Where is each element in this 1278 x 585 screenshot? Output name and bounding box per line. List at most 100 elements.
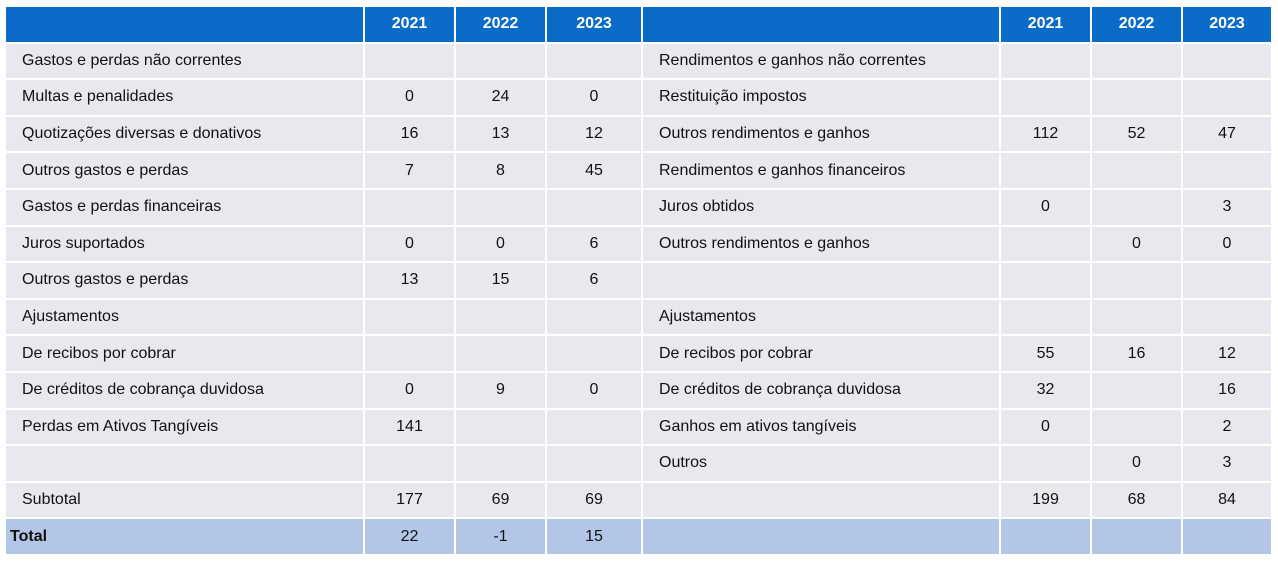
- expense-value: 13: [456, 116, 545, 152]
- header-year-cell: 2021: [365, 7, 454, 42]
- income-label: Outros rendimentos e ganhos: [643, 226, 999, 262]
- income-value: 2: [1183, 409, 1271, 445]
- expense-value: [547, 43, 641, 79]
- financial-table: 2021 2022 2023 2021 2022 2023 Gastos e p…: [4, 5, 1273, 556]
- expense-value: [456, 189, 545, 225]
- expense-label: Gastos e perdas financeiras: [6, 189, 363, 225]
- expense-label: Outros gastos e perdas: [6, 263, 363, 298]
- header-year-cell: 2023: [1183, 7, 1271, 42]
- expense-label: Quotizações diversas e donativos: [6, 116, 363, 152]
- income-value: [1183, 299, 1271, 335]
- income-value: [1001, 153, 1090, 188]
- income-value: [1183, 263, 1271, 298]
- income-value: 3: [1183, 189, 1271, 225]
- table-row: Gastos e perdas não correntes Rendimentos…: [6, 43, 1271, 79]
- income-value: [1183, 43, 1271, 79]
- expense-value: [365, 446, 454, 481]
- total-row: Total 22 -1 15: [6, 519, 1271, 554]
- header-right-label: [643, 7, 999, 42]
- table-row: De recibos por cobrar De recibos por cobr…: [6, 336, 1271, 371]
- table-row: Ajustamentos Ajustamentos: [6, 299, 1271, 335]
- income-value: 55: [1001, 336, 1090, 371]
- income-label: Ajustamentos: [643, 299, 999, 335]
- income-value: 3: [1183, 446, 1271, 481]
- income-value: [1092, 43, 1181, 79]
- income-label: Ganhos em ativos tangíveis: [643, 409, 999, 445]
- expense-value: [456, 43, 545, 79]
- income-value: 12: [1183, 336, 1271, 371]
- expense-label: Outros gastos e perdas: [6, 153, 363, 188]
- income-value: 0: [1001, 409, 1090, 445]
- empty-cell: [1092, 519, 1181, 554]
- expense-label: Gastos e perdas não correntes: [6, 43, 363, 79]
- expense-value: [365, 189, 454, 225]
- header-year-cell: 2022: [1092, 7, 1181, 42]
- income-value: [1001, 299, 1090, 335]
- expense-value: 13: [365, 263, 454, 298]
- income-label: De créditos de cobrança duvidosa: [643, 372, 999, 408]
- income-label: Outros: [643, 446, 999, 481]
- income-value: 47: [1183, 116, 1271, 152]
- expense-value: 69: [456, 482, 545, 518]
- header-year-cell: 2023: [547, 7, 641, 42]
- table-row: Quotizações diversas e donativos 16 13 12 Ou…: [6, 116, 1271, 152]
- income-value: 199: [1001, 482, 1090, 518]
- expense-value: 177: [365, 482, 454, 518]
- total-value: 15: [547, 519, 641, 554]
- total-value: -1: [456, 519, 545, 554]
- expense-value: 24: [456, 80, 545, 115]
- expense-value: 0: [547, 372, 641, 408]
- table-row: Outros gastos e perdas 13 15 6: [6, 263, 1271, 298]
- income-value: 16: [1092, 336, 1181, 371]
- expense-value: 7: [365, 153, 454, 188]
- expense-value: 8: [456, 153, 545, 188]
- expense-value: 9: [456, 372, 545, 408]
- income-value: [1183, 153, 1271, 188]
- income-value: [1092, 263, 1181, 298]
- table-row: Outros 0 3: [6, 446, 1271, 481]
- income-value: [1092, 189, 1181, 225]
- expense-value: 16: [365, 116, 454, 152]
- expense-value: [456, 336, 545, 371]
- expense-value: [547, 336, 641, 371]
- expense-value: [456, 446, 545, 481]
- income-value: 32: [1001, 372, 1090, 408]
- table-row: Multas e penalidades 0 24 0 Restituição impo…: [6, 80, 1271, 115]
- expense-value: 0: [365, 80, 454, 115]
- income-value: [1001, 263, 1090, 298]
- header-row: 2021 2022 2023 2021 2022 2023: [6, 7, 1271, 42]
- expense-label: [6, 446, 363, 481]
- expense-value: 0: [547, 80, 641, 115]
- table-row: Gastos e perdas financeiras Juros obtidos…: [6, 189, 1271, 225]
- expense-label: De recibos por cobrar: [6, 336, 363, 371]
- expense-value: 69: [547, 482, 641, 518]
- income-label: De recibos por cobrar: [643, 336, 999, 371]
- income-value: [1001, 226, 1090, 262]
- income-value: 0: [1092, 446, 1181, 481]
- header-year-cell: 2021: [1001, 7, 1090, 42]
- table-row: Outros gastos e perdas 7 8 45 Rendimentos e …: [6, 153, 1271, 188]
- income-value: 16: [1183, 372, 1271, 408]
- income-label: Rendimentos e ganhos financeiros: [643, 153, 999, 188]
- income-value: 112: [1001, 116, 1090, 152]
- header-year-cell: 2022: [456, 7, 545, 42]
- expense-label: Ajustamentos: [6, 299, 363, 335]
- empty-cell: [643, 519, 999, 554]
- expense-value: [456, 299, 545, 335]
- income-value: 0: [1183, 226, 1271, 262]
- income-value: [1092, 409, 1181, 445]
- income-label: Outros rendimentos e ganhos: [643, 116, 999, 152]
- expense-value: 0: [365, 372, 454, 408]
- expense-value: [365, 299, 454, 335]
- total-value: 22: [365, 519, 454, 554]
- income-value: [1092, 372, 1181, 408]
- table-row: De créditos de cobrança duvidosa 0 9 0 De cr…: [6, 372, 1271, 408]
- income-value: [1001, 43, 1090, 79]
- income-value: [1092, 153, 1181, 188]
- expense-label: Multas e penalidades: [6, 80, 363, 115]
- expense-label: De créditos de cobrança duvidosa: [6, 372, 363, 408]
- expense-value: 45: [547, 153, 641, 188]
- table-row: Subtotal 177 69 69 199 68 84: [6, 482, 1271, 518]
- header-left-label: [6, 7, 363, 42]
- expense-value: 0: [456, 226, 545, 262]
